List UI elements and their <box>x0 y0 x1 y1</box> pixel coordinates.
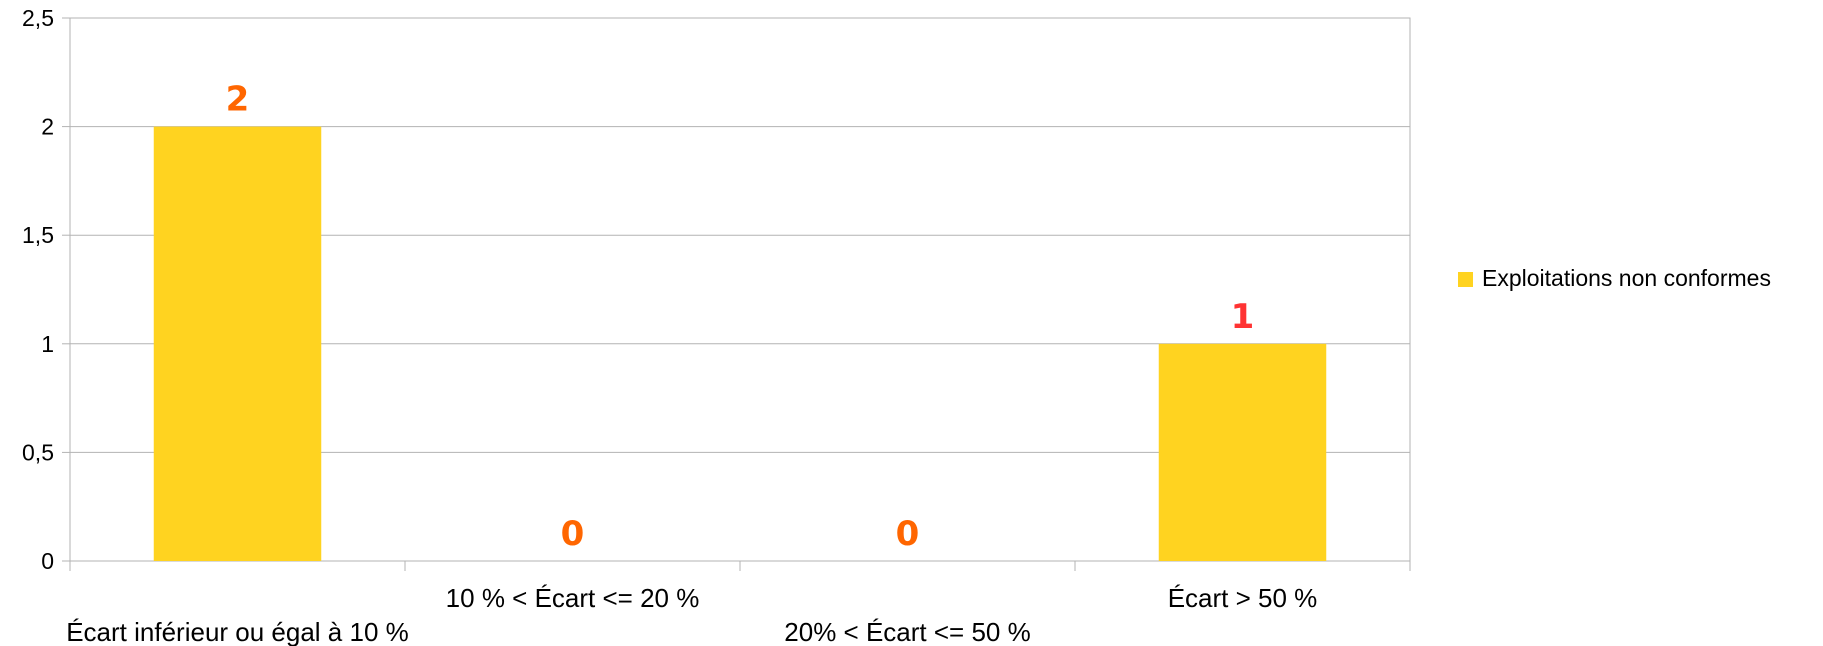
y-tick-label: 2,5 <box>22 5 54 31</box>
legend-swatch <box>1458 272 1473 287</box>
y-tick-label: 2 <box>41 114 54 140</box>
y-tick-label: 1 <box>41 331 54 357</box>
data-label: 0 <box>561 514 585 554</box>
y-tick-label: 0 <box>41 548 54 574</box>
x-category-label: 10 % < Écart <= 20 % <box>446 583 700 613</box>
bar <box>1158 343 1327 561</box>
legend-label: Exploitations non conformes <box>1482 265 1771 291</box>
x-category-label: 20% < Écart <= 50 % <box>784 617 1030 646</box>
data-label: 1 <box>1231 297 1255 337</box>
x-category-label: Écart > 50 % <box>1168 583 1318 613</box>
bar <box>153 126 322 561</box>
x-category-label: Écart inférieur ou égal à 10 % <box>66 617 409 646</box>
data-label: 0 <box>896 514 920 554</box>
y-tick-label: 1,5 <box>22 222 54 248</box>
y-tick-label: 0,5 <box>22 439 54 465</box>
data-label: 2 <box>226 80 250 120</box>
